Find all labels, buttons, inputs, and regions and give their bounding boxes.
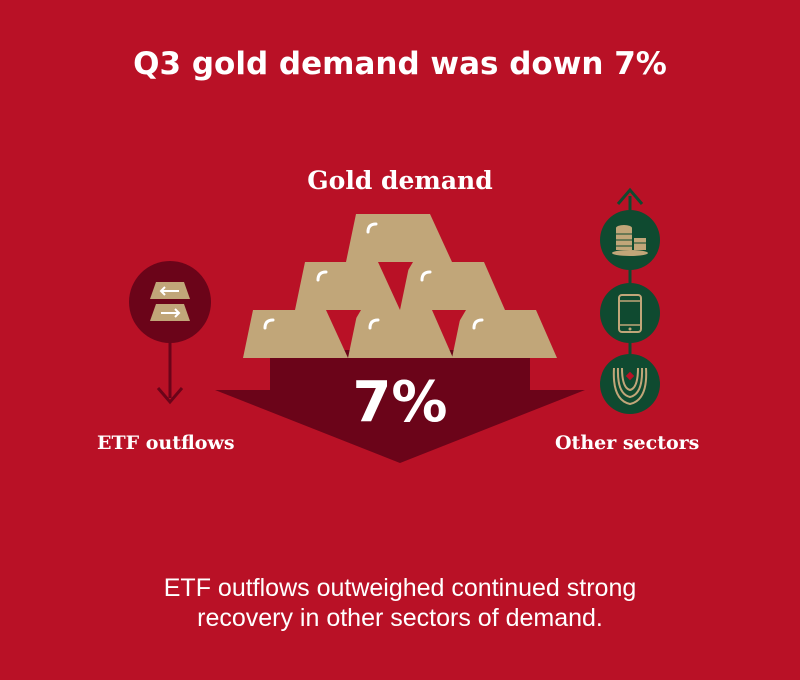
gold-bar: [295, 262, 400, 310]
gold-bar: [243, 310, 348, 358]
page-title: Q3 gold demand was down 7%: [133, 46, 667, 82]
caption-line-1: ETF outflows outweighed continued strong: [163, 574, 637, 602]
gold-bar: [346, 214, 452, 262]
arrow-down-icon: [156, 387, 184, 405]
gold-bar: [400, 262, 505, 310]
etf-outflows-label: ETF outflows: [97, 432, 235, 454]
etf-outflows-group: [129, 261, 211, 405]
gold-bars-pyramid: [243, 214, 557, 358]
smartphone-icon: [618, 294, 642, 333]
caption: ETF outflows outweighed continued strong…: [0, 573, 800, 633]
gold-bar-outflow-icon: [150, 282, 190, 321]
gold-coins-icon: [612, 225, 648, 256]
arrow-up-icon: [616, 187, 644, 205]
gold-bar: [452, 310, 557, 358]
necklace-icon: [612, 367, 648, 406]
other-sectors-label: Other sectors: [555, 432, 700, 454]
caption-line-2: recovery in other sectors of demand.: [197, 604, 603, 632]
gold-bar: [348, 310, 453, 358]
gold-demand-label: Gold demand: [307, 166, 493, 195]
other-sectors-group: [600, 187, 660, 414]
change-percentage: 7%: [352, 370, 448, 435]
